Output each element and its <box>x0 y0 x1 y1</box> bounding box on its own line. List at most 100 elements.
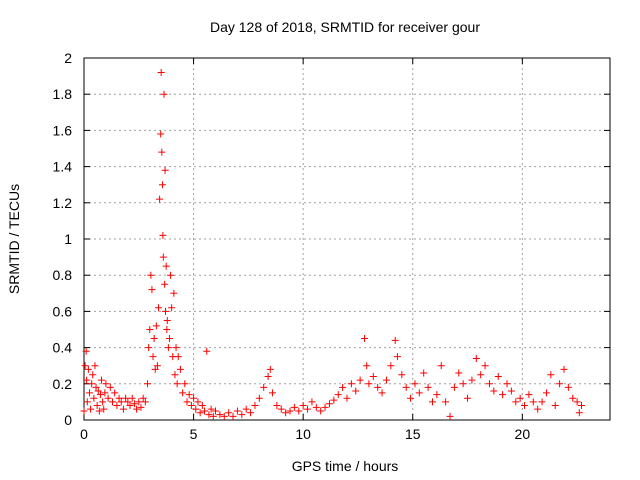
data-point <box>468 376 476 384</box>
data-point <box>171 371 179 379</box>
data-point <box>529 398 537 406</box>
data-point <box>163 316 171 324</box>
y-axis-label: SRMTID / TECUs <box>6 184 22 294</box>
data-point <box>203 347 211 355</box>
data-point <box>575 409 583 417</box>
data-point <box>168 304 176 312</box>
data-point <box>101 389 109 397</box>
data-point <box>573 398 581 406</box>
data-point <box>80 407 88 415</box>
data-point <box>133 405 141 413</box>
data-point <box>99 398 107 406</box>
data-point <box>183 398 191 406</box>
x-tick-label: 20 <box>515 426 531 442</box>
data-point <box>85 389 93 397</box>
y-tick-label: 0.6 <box>53 303 73 319</box>
data-point <box>343 394 351 402</box>
y-tick-label: 1 <box>64 231 72 247</box>
data-point <box>185 391 193 399</box>
data-point <box>229 412 237 420</box>
data-point <box>148 286 156 294</box>
data-point <box>174 353 182 361</box>
data-point <box>111 389 119 397</box>
data-point <box>81 362 89 370</box>
y-tick-label: 0.2 <box>53 376 73 392</box>
data-point <box>398 371 406 379</box>
data-point <box>374 383 382 391</box>
data-point <box>146 326 154 333</box>
data-point <box>339 383 347 391</box>
data-point <box>113 402 121 410</box>
data-point <box>268 389 276 397</box>
data-point <box>525 391 533 399</box>
data-point <box>424 383 432 391</box>
data-point <box>547 371 555 379</box>
data-point <box>160 90 168 98</box>
data-point <box>135 398 143 406</box>
data-point <box>152 322 160 330</box>
data-point <box>494 373 502 381</box>
data-point <box>299 402 307 410</box>
data-point <box>164 344 172 352</box>
data-point <box>144 380 152 388</box>
data-point <box>212 407 219 415</box>
data-point <box>108 398 116 406</box>
data-point <box>538 398 546 406</box>
data-point <box>90 394 98 402</box>
data-point <box>407 394 415 402</box>
data-point <box>92 383 100 391</box>
data-point <box>104 394 112 402</box>
data-point <box>165 335 173 343</box>
data-point <box>83 398 91 406</box>
data-series-srmtid <box>80 68 586 420</box>
data-point <box>172 344 180 352</box>
data-point <box>201 407 209 415</box>
data-point <box>91 362 99 370</box>
x-tick-labels: 0 5 10 15 20 <box>80 426 530 442</box>
data-point <box>147 271 155 279</box>
data-point <box>158 181 166 189</box>
data-point <box>472 354 480 362</box>
data-point <box>446 412 454 420</box>
data-point <box>153 362 161 370</box>
data-point <box>251 402 259 410</box>
data-point <box>151 365 159 373</box>
data-point <box>163 326 171 333</box>
data-point <box>137 403 145 411</box>
data-point <box>352 387 360 395</box>
data-point <box>156 195 164 203</box>
data-point <box>551 402 559 410</box>
data-point <box>84 365 92 373</box>
data-point <box>124 398 132 406</box>
data-point <box>560 365 568 373</box>
data-point <box>415 389 423 397</box>
data-point <box>534 405 542 413</box>
data-point <box>507 387 515 395</box>
data-point <box>542 389 550 397</box>
y-tick-label: 1.8 <box>53 86 73 102</box>
data-point <box>141 398 149 406</box>
data-point <box>516 394 524 402</box>
data-point <box>162 307 170 315</box>
data-point <box>304 405 312 413</box>
data-point <box>273 402 281 410</box>
data-point <box>485 380 493 388</box>
data-point <box>564 383 572 391</box>
data-point <box>334 391 342 399</box>
data-point <box>433 391 441 399</box>
data-point <box>150 335 158 343</box>
data-point <box>277 405 285 413</box>
x-tick-label: 0 <box>80 426 88 442</box>
data-point <box>159 231 167 239</box>
y-tick-label: 0.8 <box>53 267 73 283</box>
data-point <box>330 396 338 404</box>
data-point <box>393 353 401 361</box>
y-tick-label: 1.4 <box>53 159 73 175</box>
data-point <box>89 371 97 379</box>
data-point <box>173 380 181 388</box>
data-point <box>266 365 274 373</box>
data-point <box>102 380 110 388</box>
data-point <box>100 405 108 413</box>
data-point <box>198 402 206 410</box>
data-point <box>308 398 316 406</box>
